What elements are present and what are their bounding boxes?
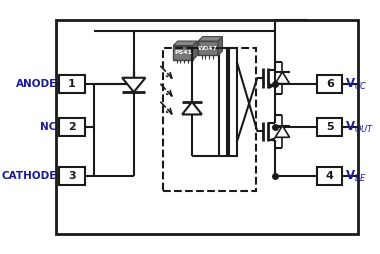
Polygon shape: [198, 37, 222, 41]
Bar: [60, 118, 85, 136]
Polygon shape: [173, 41, 197, 45]
Text: W047: W047: [198, 46, 218, 51]
Bar: [229, 48, 237, 156]
Bar: [317, 167, 342, 185]
Text: 3: 3: [68, 171, 76, 181]
Bar: [219, 48, 227, 156]
Bar: [173, 45, 193, 60]
Bar: [198, 41, 218, 55]
Bar: [60, 167, 85, 185]
Text: ANODE: ANODE: [16, 79, 57, 89]
Text: 4: 4: [326, 171, 334, 181]
Text: CATHODE: CATHODE: [2, 171, 57, 181]
Text: V$_{OUT}$: V$_{OUT}$: [345, 119, 374, 135]
Text: PS41: PS41: [174, 50, 192, 55]
Bar: [60, 75, 85, 93]
Text: V$_{CC}$: V$_{CC}$: [345, 76, 368, 92]
Polygon shape: [275, 126, 290, 137]
Polygon shape: [193, 41, 197, 60]
Text: 1: 1: [68, 79, 76, 89]
Polygon shape: [275, 72, 290, 84]
Text: NC: NC: [40, 122, 57, 132]
Polygon shape: [122, 78, 146, 92]
Text: 2: 2: [68, 122, 76, 132]
Text: V$_{EE}$: V$_{EE}$: [345, 169, 367, 184]
Text: 6: 6: [326, 79, 334, 89]
Bar: [56, 21, 358, 233]
Bar: [317, 118, 342, 136]
Polygon shape: [182, 102, 202, 115]
Text: 5: 5: [326, 122, 334, 132]
Polygon shape: [218, 37, 222, 55]
Bar: [317, 75, 342, 93]
Bar: [163, 48, 256, 192]
